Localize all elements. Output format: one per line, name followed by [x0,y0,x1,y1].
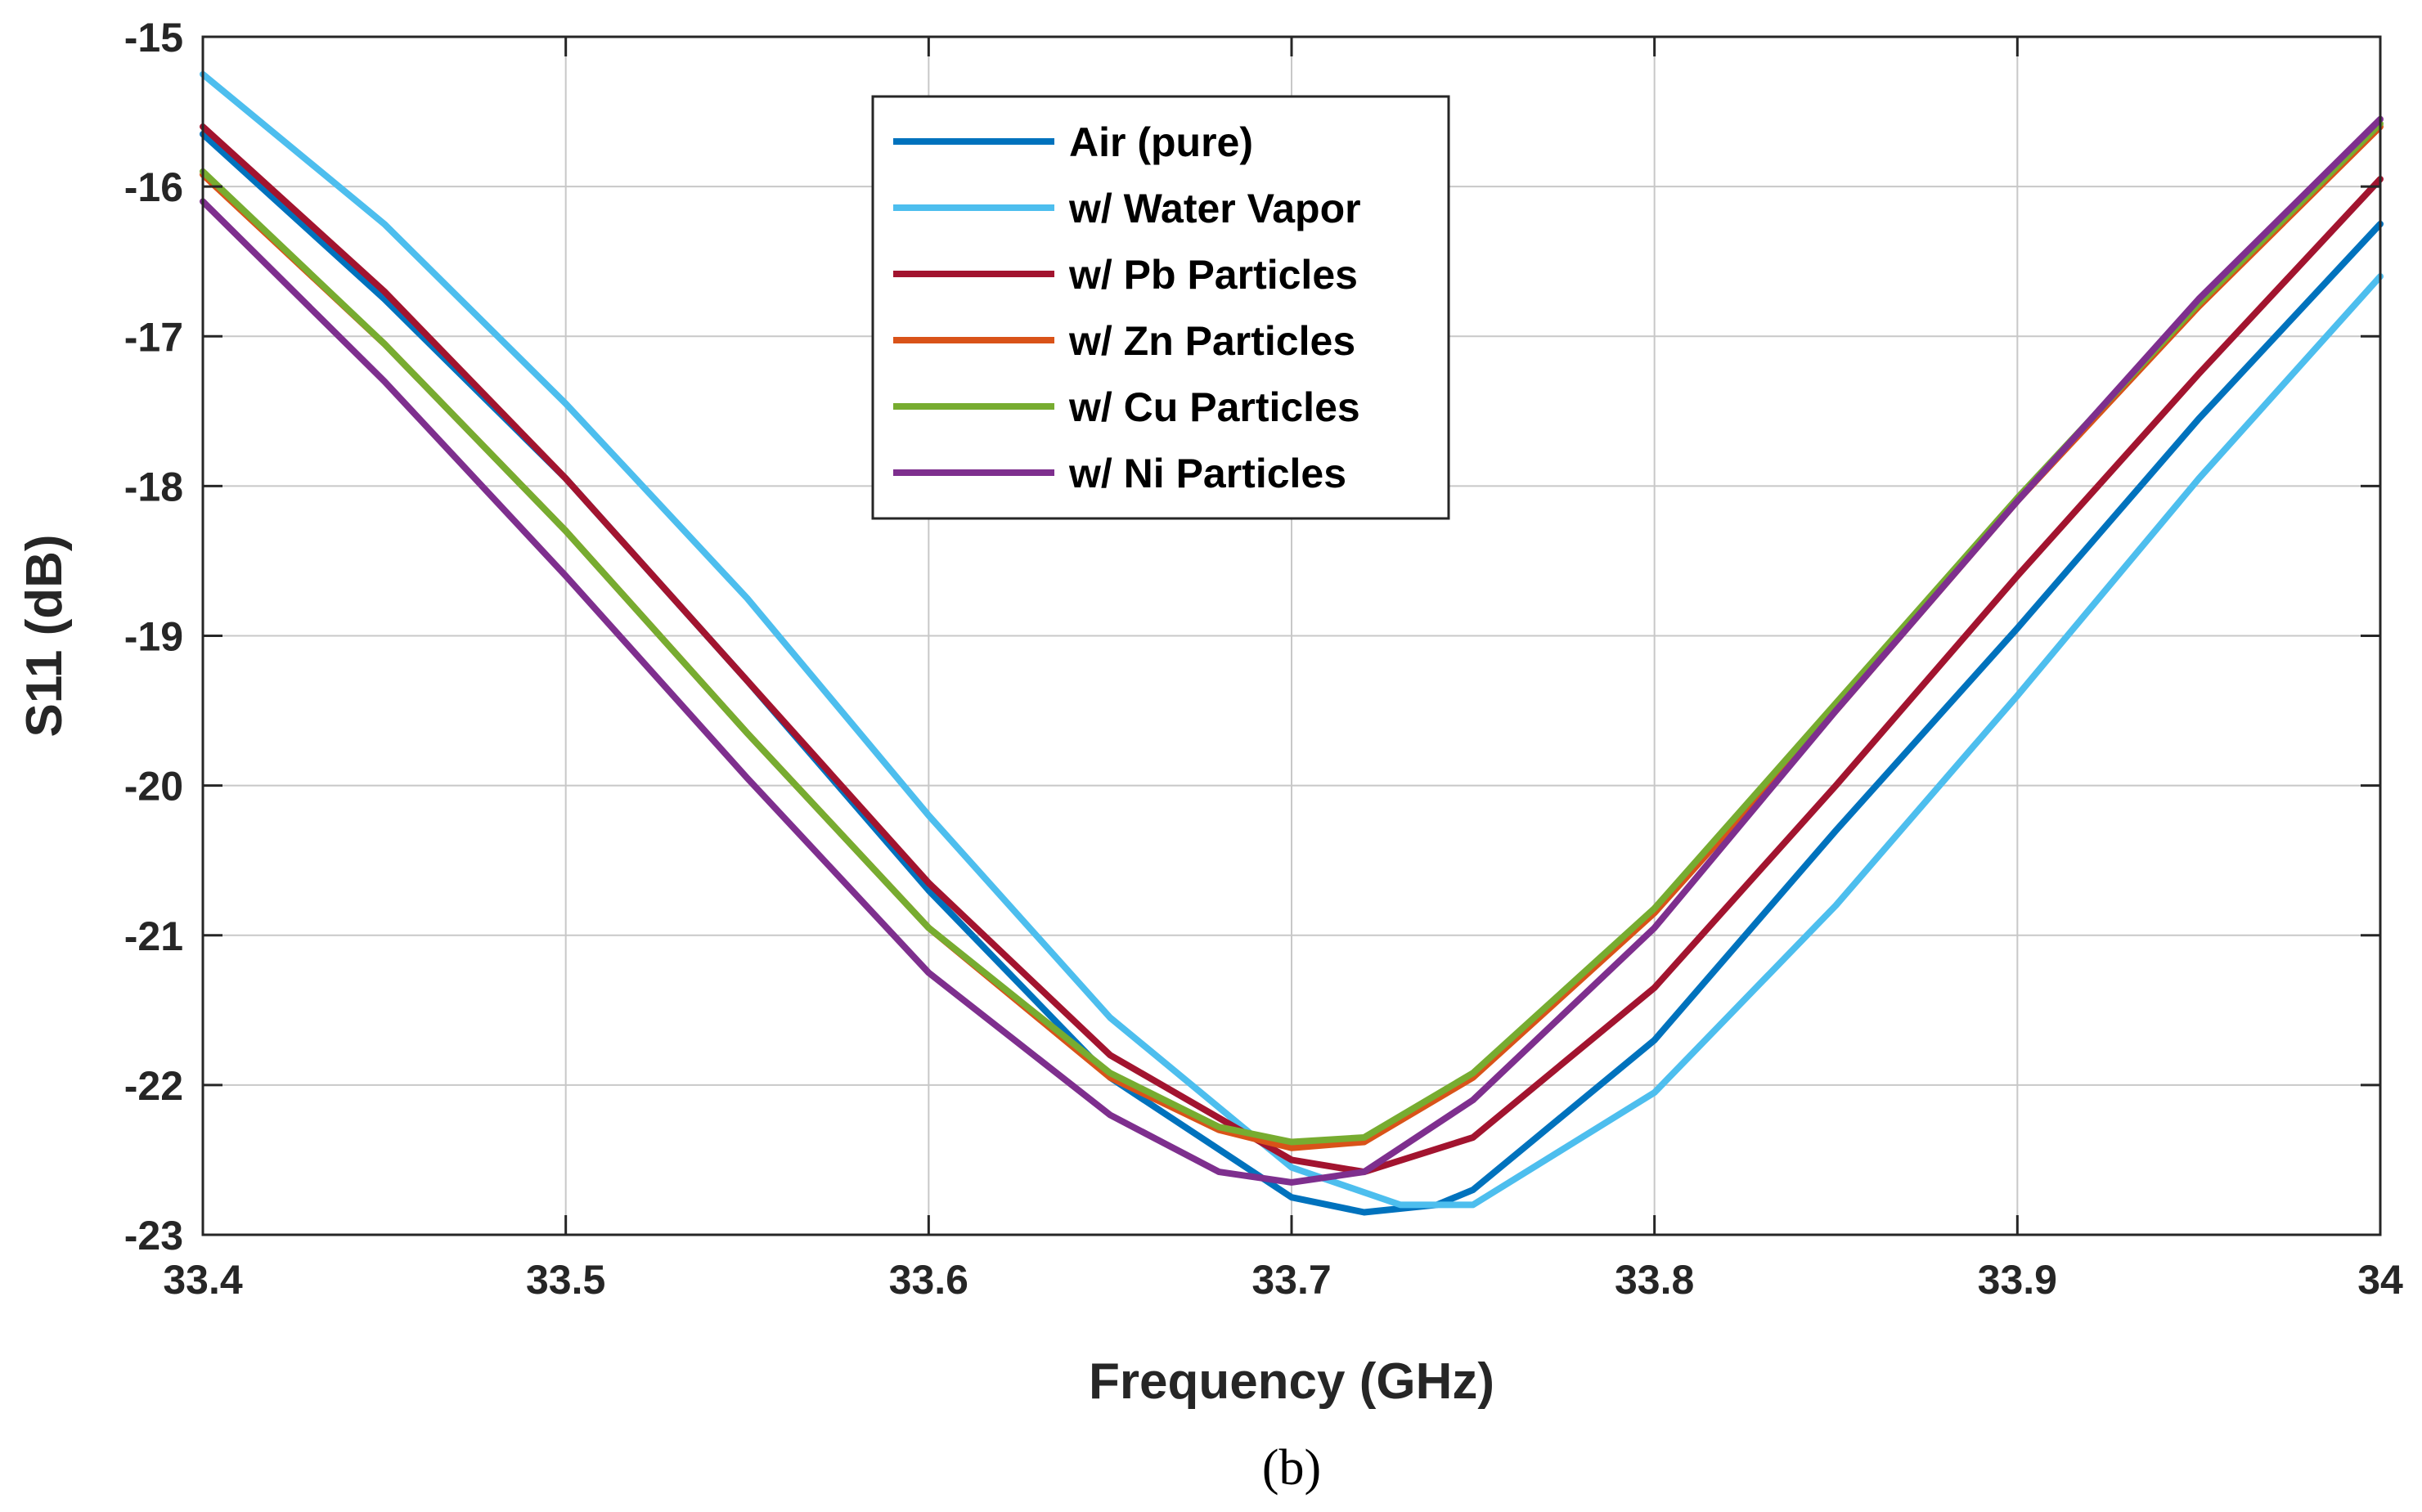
legend-label-3: w/ Zn Particles [1068,318,1355,364]
legend-label-4: w/ Cu Particles [1068,384,1360,430]
x-tick-label: 33.4 [163,1257,243,1303]
series-line-1 [200,70,2384,1209]
x-tick-label: 33.7 [1251,1257,1331,1303]
y-tick-label: -20 [124,764,183,810]
series-line-2 [200,123,2384,1176]
x-axis-label: Frequency (GHz) [1089,1353,1494,1410]
legend-box [871,95,1450,520]
x-tick-label: 33.8 [1615,1257,1694,1303]
legend-label-2: w/ Pb Particles [1068,252,1358,298]
y-tick-label: -21 [124,913,183,959]
x-tick-label: 34 [2357,1257,2403,1303]
figure-caption: (b) [1262,1440,1321,1496]
y-tick-label: -16 [124,164,183,210]
legend: Air (pure) w/ Water Vapor w/ Pb Particles w… [871,95,1450,520]
legend-label-5: w/ Ni Particles [1068,451,1346,496]
y-axis-label: S11 (dB) [16,534,73,737]
legend-label-1: w/ Water Vapor [1068,186,1361,231]
x-tick-label: 33.5 [526,1257,605,1303]
y-tick-label: -19 [124,614,183,660]
series-line-5 [200,115,2384,1186]
y-tick-label: -18 [124,464,183,509]
legend-label-0: Air (pure) [1069,119,1253,165]
plot-lines [200,70,2384,1216]
x-tick-label: 33.6 [889,1257,968,1303]
y-tick-label: -17 [124,314,183,360]
y-tick-label: -23 [124,1213,183,1259]
x-tick-label: 33.9 [1978,1257,2057,1303]
y-tick-label: -22 [124,1063,183,1109]
axis-ticks: 33.4 33.5 33.6 33.7 33.8 33.9 34 -15 -16 -17 -18 -1… [124,15,2403,1303]
y-tick-label: -15 [124,15,183,61]
